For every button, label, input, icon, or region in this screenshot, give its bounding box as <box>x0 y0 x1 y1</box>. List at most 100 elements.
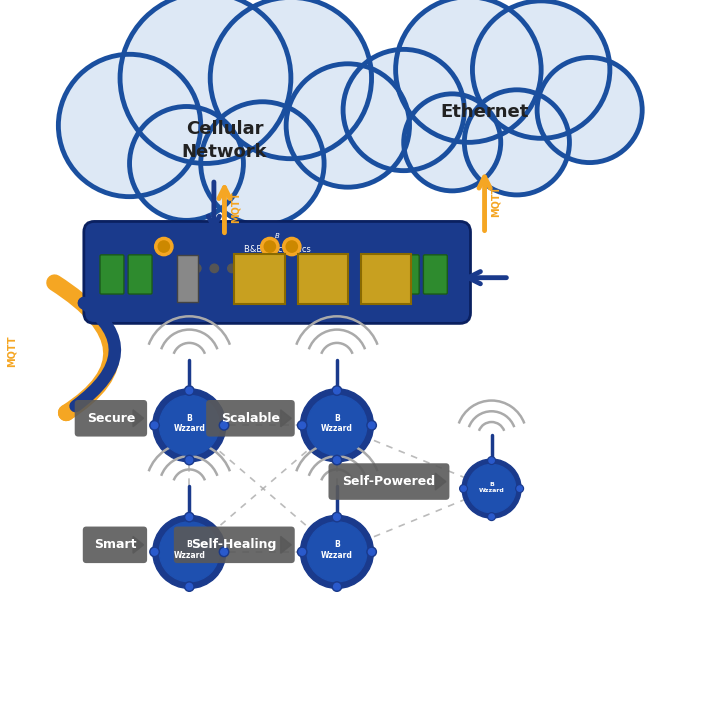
Circle shape <box>155 238 173 256</box>
Circle shape <box>219 420 229 430</box>
FancyBboxPatch shape <box>128 254 152 294</box>
Circle shape <box>537 58 642 162</box>
Polygon shape <box>281 410 291 427</box>
FancyBboxPatch shape <box>74 400 147 437</box>
Circle shape <box>299 548 306 555</box>
Circle shape <box>220 422 228 429</box>
Text: B: B <box>275 233 279 239</box>
Circle shape <box>151 548 158 555</box>
Circle shape <box>160 522 219 582</box>
Circle shape <box>333 582 342 591</box>
Circle shape <box>489 458 494 463</box>
Circle shape <box>515 485 523 492</box>
Circle shape <box>201 102 324 225</box>
Circle shape <box>334 387 340 394</box>
Circle shape <box>210 264 218 273</box>
Circle shape <box>150 420 160 430</box>
Circle shape <box>220 548 228 555</box>
FancyBboxPatch shape <box>234 254 285 304</box>
Circle shape <box>264 241 276 252</box>
Circle shape <box>186 514 193 520</box>
Circle shape <box>283 238 301 256</box>
Circle shape <box>152 389 226 462</box>
Circle shape <box>367 420 376 430</box>
Circle shape <box>488 457 496 465</box>
Circle shape <box>186 457 193 463</box>
Circle shape <box>186 387 193 394</box>
Circle shape <box>186 583 193 590</box>
Circle shape <box>307 522 367 582</box>
Text: Self-Powered: Self-Powered <box>342 475 435 488</box>
FancyArrowPatch shape <box>76 303 115 406</box>
Circle shape <box>184 582 194 591</box>
Circle shape <box>245 264 254 273</box>
Circle shape <box>464 90 569 195</box>
Circle shape <box>403 93 501 191</box>
Text: MQTT: MQTT <box>6 336 16 367</box>
Circle shape <box>228 264 236 273</box>
FancyBboxPatch shape <box>84 221 471 323</box>
Circle shape <box>489 514 494 520</box>
FancyBboxPatch shape <box>328 463 450 500</box>
Text: MQTT: MQTT <box>491 186 501 217</box>
Circle shape <box>193 264 201 273</box>
FancyArrowPatch shape <box>55 283 111 413</box>
FancyBboxPatch shape <box>298 254 348 304</box>
Polygon shape <box>281 536 291 553</box>
Circle shape <box>184 386 194 395</box>
Circle shape <box>334 457 340 463</box>
Circle shape <box>467 465 515 512</box>
Text: MQTT: MQTT <box>230 192 241 223</box>
Circle shape <box>120 0 291 163</box>
FancyBboxPatch shape <box>83 527 147 563</box>
Text: B
Wzzard: B Wzzard <box>321 414 353 433</box>
Text: B
Wzzard: B Wzzard <box>174 414 205 433</box>
Polygon shape <box>133 536 144 553</box>
Text: B
Wzzard: B Wzzard <box>321 541 353 560</box>
Circle shape <box>367 547 376 557</box>
Circle shape <box>152 515 226 588</box>
Circle shape <box>219 547 229 557</box>
Circle shape <box>58 54 201 197</box>
Text: Self-Healing: Self-Healing <box>191 538 277 551</box>
Circle shape <box>299 422 306 429</box>
Circle shape <box>472 1 610 138</box>
Text: Smart: Smart <box>94 538 136 551</box>
Circle shape <box>307 395 367 456</box>
Text: B
Wzzard: B Wzzard <box>479 482 505 493</box>
Text: B&B Electronics: B&B Electronics <box>244 245 311 254</box>
Text: B
Wzzard: B Wzzard <box>174 541 205 560</box>
Circle shape <box>517 486 523 491</box>
FancyBboxPatch shape <box>361 254 411 304</box>
Circle shape <box>333 386 342 395</box>
Text: Cellular
Network: Cellular Network <box>182 120 267 161</box>
Circle shape <box>301 515 374 588</box>
Circle shape <box>459 485 467 492</box>
Circle shape <box>334 583 340 590</box>
FancyBboxPatch shape <box>177 254 198 302</box>
Circle shape <box>461 486 467 491</box>
FancyBboxPatch shape <box>206 400 295 437</box>
Circle shape <box>151 422 158 429</box>
Circle shape <box>333 456 342 465</box>
Polygon shape <box>133 410 144 427</box>
Text: Ethernet: Ethernet <box>440 103 529 122</box>
Circle shape <box>286 241 297 252</box>
Circle shape <box>369 422 375 429</box>
FancyBboxPatch shape <box>100 254 124 294</box>
Polygon shape <box>435 473 446 490</box>
Circle shape <box>160 395 219 456</box>
Circle shape <box>369 548 375 555</box>
Circle shape <box>298 420 307 430</box>
Circle shape <box>396 0 541 142</box>
Circle shape <box>488 512 496 520</box>
Circle shape <box>298 547 307 557</box>
Text: Scalable: Scalable <box>221 412 280 425</box>
FancyBboxPatch shape <box>396 254 419 294</box>
Circle shape <box>130 106 243 220</box>
Circle shape <box>301 389 374 462</box>
Circle shape <box>150 547 160 557</box>
FancyBboxPatch shape <box>423 254 447 294</box>
FancyBboxPatch shape <box>174 527 295 563</box>
Circle shape <box>261 238 279 256</box>
